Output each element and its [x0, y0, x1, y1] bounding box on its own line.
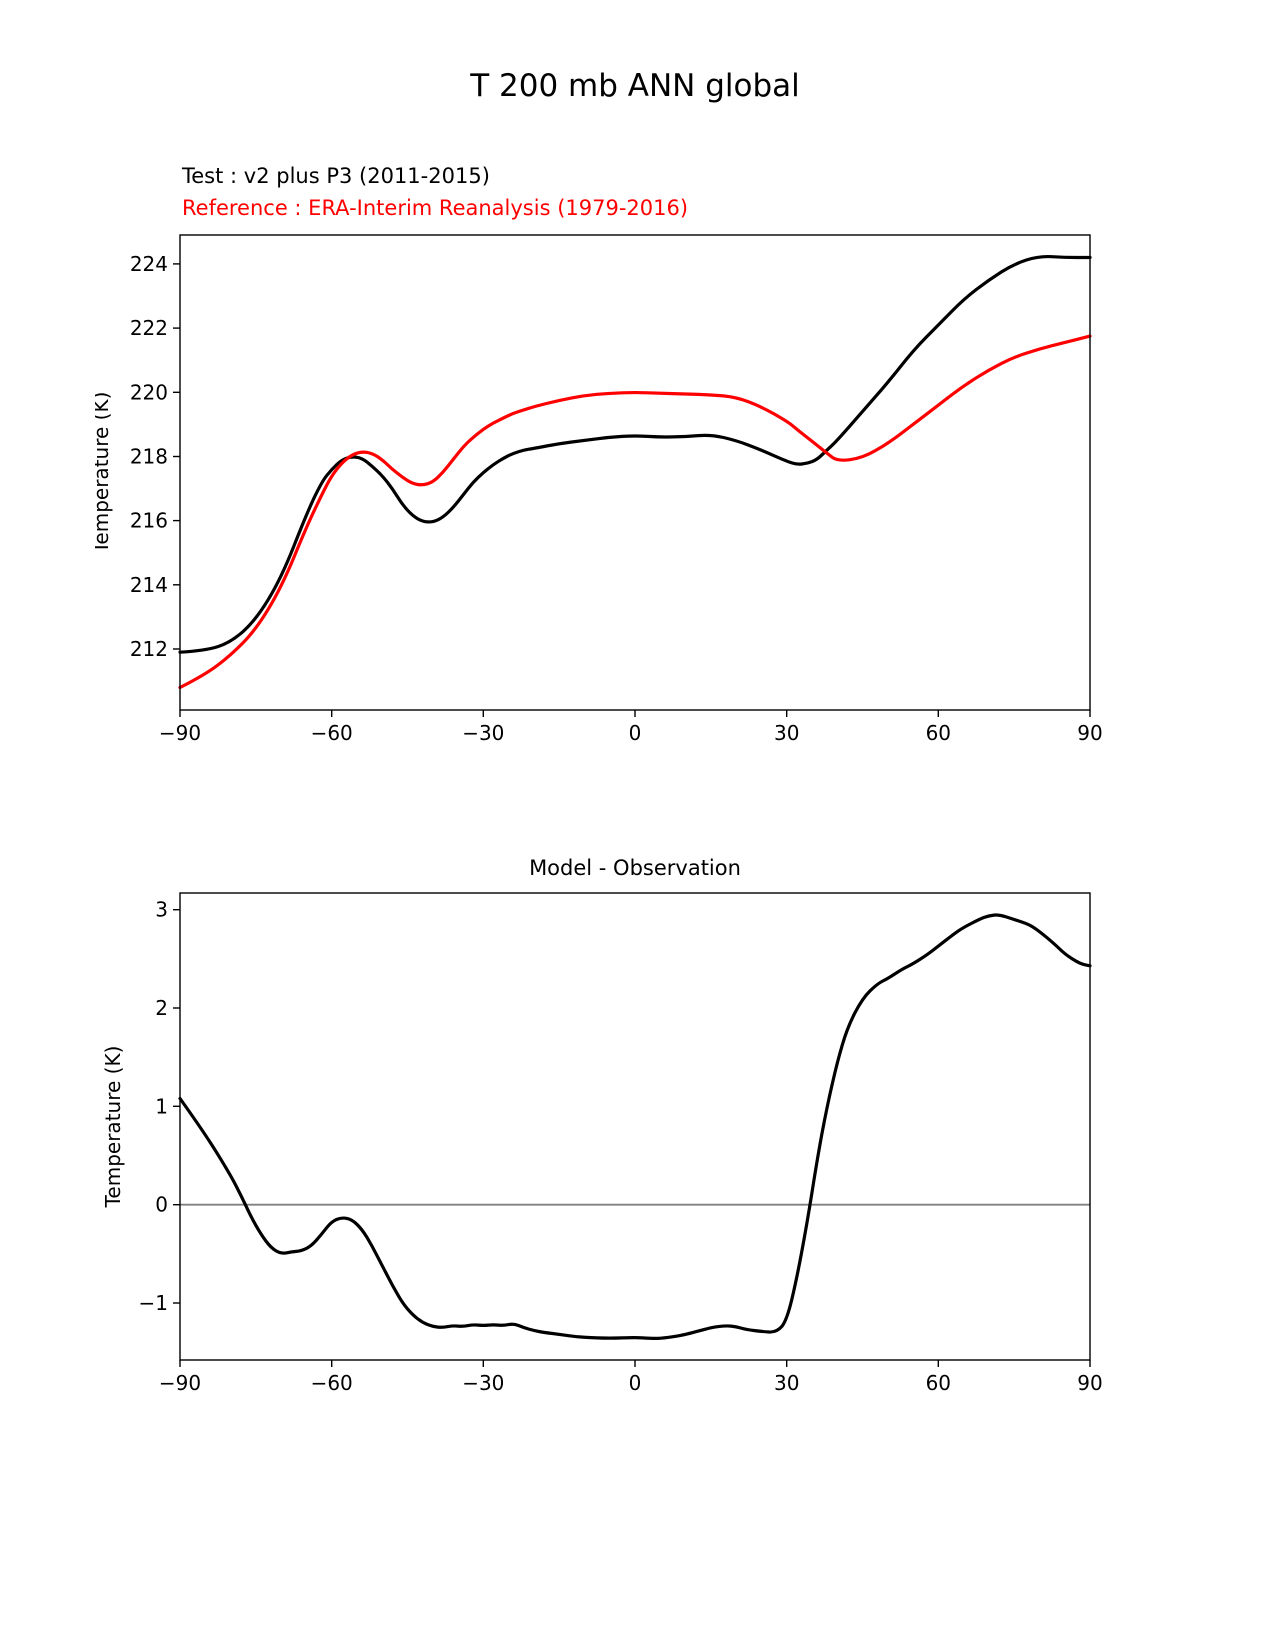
top-chart: −90 −60 −30 0 30 60 90 212 214 216 218 220 222 224 Tem… [95, 234, 1103, 745]
plot-frame [179, 892, 1091, 1361]
y-tick-label: 214 [130, 573, 168, 597]
y-tick-label: 224 [130, 252, 168, 276]
series-line-0 [178, 913, 1092, 1340]
y-tick-label: 218 [130, 445, 168, 469]
x-tick-label: −60 [311, 1371, 353, 1395]
x-tick-label: 90 [1077, 721, 1102, 745]
y-tick-label: 220 [130, 380, 168, 404]
y-tick-label: 1 [155, 1094, 168, 1118]
series-line-0 [178, 254, 1092, 654]
x-tick-label: 60 [926, 1371, 951, 1395]
bottom-chart: −90 −60 −30 0 30 60 90 −1 0 1 2 3 Temperature (K) [101, 892, 1103, 1395]
x-tick-label: 0 [629, 721, 642, 745]
y-tick-label: 2 [155, 996, 168, 1020]
x-tick-label: −90 [159, 721, 201, 745]
y-axis-label: Temperature (K) [95, 392, 113, 555]
y-tick-label: 222 [130, 316, 168, 340]
figure-title: T 200 mb ANN global [470, 68, 800, 104]
bottom-chart-title: Model - Observation [529, 856, 741, 880]
plot-frame [179, 234, 1091, 711]
series-line-1 [178, 334, 1092, 690]
y-tick-label: 3 [155, 898, 168, 922]
legend-test-label: Test : v2 plus P3 (2011-2015) [182, 164, 490, 188]
y-tick-label: 0 [155, 1193, 168, 1217]
y-tick-label: 212 [130, 637, 168, 661]
y-axis-label: Temperature (K) [101, 1046, 125, 1209]
x-tick-label: 90 [1077, 1371, 1102, 1395]
x-tick-label: 60 [926, 721, 951, 745]
x-tick-label: −30 [462, 721, 504, 745]
y-tick-label: 216 [130, 509, 168, 533]
x-tick-label: −30 [462, 1371, 504, 1395]
legend-reference-label: Reference : ERA-Interim Reanalysis (1979… [182, 196, 689, 220]
x-tick-label: 30 [774, 721, 799, 745]
legend: Test : v2 plus P3 (2011-2015) Reference … [182, 160, 688, 224]
x-tick-label: −60 [311, 721, 353, 745]
x-tick-label: 30 [774, 1371, 799, 1395]
x-tick-label: −90 [159, 1371, 201, 1395]
x-tick-label: 0 [629, 1371, 642, 1395]
y-tick-label: −1 [139, 1291, 168, 1315]
